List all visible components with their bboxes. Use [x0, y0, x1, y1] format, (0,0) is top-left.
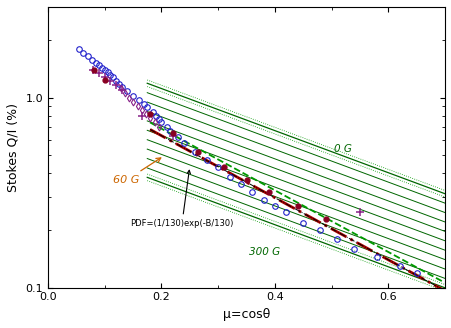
X-axis label: μ=cosθ: μ=cosθ: [222, 308, 270, 321]
Text: 0 G: 0 G: [334, 144, 351, 154]
Text: PDF=(1/130)exp(-B/130): PDF=(1/130)exp(-B/130): [130, 170, 233, 228]
Text: 300 G: 300 G: [249, 247, 280, 257]
Text: 60 G: 60 G: [113, 158, 161, 185]
Y-axis label: Stokes Q/I (%): Stokes Q/I (%): [7, 103, 20, 192]
